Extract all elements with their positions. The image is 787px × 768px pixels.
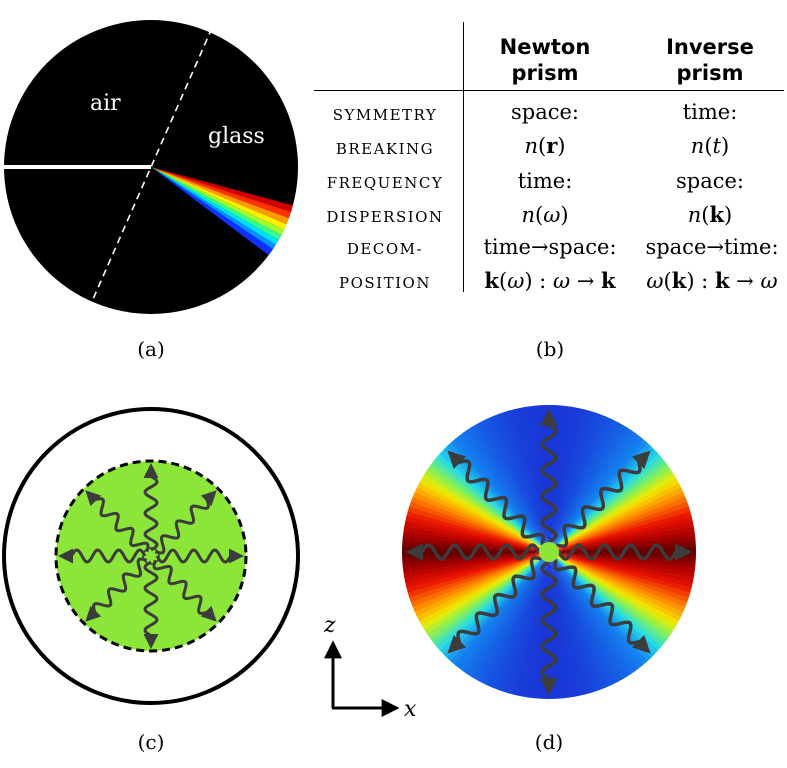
cell-inverse-dispersion: space: n(k) [635,164,785,232]
cell-line: n(t) [690,134,730,158]
row-header-line: BREAKING [335,140,435,158]
row-header-line: POSITION [339,274,431,292]
column-header-line: prism [511,61,579,85]
column-header-line: Inverse [666,35,754,59]
color-wedge [521,405,549,552]
column-header-line: prism [676,61,744,85]
wave-arrows-d [405,408,693,696]
color-wedge [549,552,584,699]
cell-line: n(ω) [521,203,569,227]
interface-line [89,27,213,307]
wave-arrow [540,408,558,544]
cell-newton-decomposition: time→space: k(ω) : ω → k [470,230,630,298]
cell-line: time: [517,169,573,193]
panel-d-diagram [402,405,696,699]
cell-newton-dispersion: time: n(ω) [470,164,620,232]
caption-a: (a) [137,337,165,361]
caption-b: (b) [535,337,565,361]
row-header-line: FREQUENCY [326,174,444,192]
column-header-inverse: Inverse prism [640,34,780,86]
source-point-c [142,547,160,565]
wave-arrow [447,450,545,546]
comparison-table: Newton prism Inverse prism SYMMETRY BREA… [310,0,787,300]
wave-arrow [557,543,693,561]
wave-arrow [405,543,541,561]
color-wedge [549,531,696,552]
wave-arrow [85,557,148,622]
cell-line: space: [675,169,744,193]
air-label: air [90,91,121,116]
wave-arrow [152,559,217,622]
cell-line: k(ω) : ω → k [484,268,616,293]
color-wedge [514,405,549,552]
panel-c-diagram [2,407,300,705]
color-wedge [402,552,549,594]
color-wedge [549,510,696,552]
cell-line: ω(k) : k → ω [646,268,778,293]
row-header-symmetry: SYMMETRY BREAKING [310,98,460,166]
table-vertical-rule [463,22,464,292]
row-header-decomposition: DECOM- POSITION [310,232,460,300]
caption-c: (c) [137,730,165,754]
color-wedge [549,524,696,552]
cell-inverse-decomposition: space→time: ω(k) : k → ω [632,230,787,298]
wave-arrow [143,463,159,552]
color-wedge [549,552,577,699]
caption-d: (d) [534,730,564,754]
wave-arrow [155,548,244,564]
row-header-line: DECOM- [346,240,424,258]
wave-arrow [553,558,651,654]
color-wedge [528,405,549,552]
x-axis-label: x [404,697,417,722]
green-sphere [54,459,248,653]
color-wedge [402,552,549,573]
cell-line: space→time: [645,235,779,259]
wave-arrow [143,560,159,649]
dispersion-fan [151,167,298,286]
wave-arrows-c [58,463,244,649]
z-axis-label: z [323,613,336,638]
color-wedge [507,405,549,552]
cell-line: time→space: [483,235,617,259]
wave-arrow [540,560,558,696]
color-wedge [549,552,570,699]
source-point-d [539,542,559,562]
cell-newton-symmetry: space: n(r) [470,95,620,163]
row-header-line: SYMMETRY [332,106,438,124]
cell-line: n(r) [524,133,566,158]
cell-line: space: [510,100,579,124]
color-wedge [549,517,696,552]
wave-arrow [555,450,651,548]
wave-arrow [85,490,150,553]
cell-inverse-symmetry: time: n(t) [635,95,785,163]
color-wedge [402,552,549,580]
column-header-newton: Newton prism [480,34,610,86]
row-header-frequency: FREQUENCY DISPERSION [310,166,460,234]
coordinate-axes: z x [323,613,417,722]
cell-line: time: [682,100,738,124]
wave-arrow [58,548,147,564]
wave-arrow [154,490,217,555]
cell-line: n(k) [687,202,733,227]
color-wedge [549,552,591,699]
row-header-line: DISPERSION [326,208,444,226]
panel-a-diagram: air glass [4,20,298,314]
wave-arrow [447,556,543,654]
color-wedge [402,552,549,587]
column-header-line: Newton [499,35,591,59]
table-header-rule [314,90,784,91]
glass-label: glass [208,124,265,149]
